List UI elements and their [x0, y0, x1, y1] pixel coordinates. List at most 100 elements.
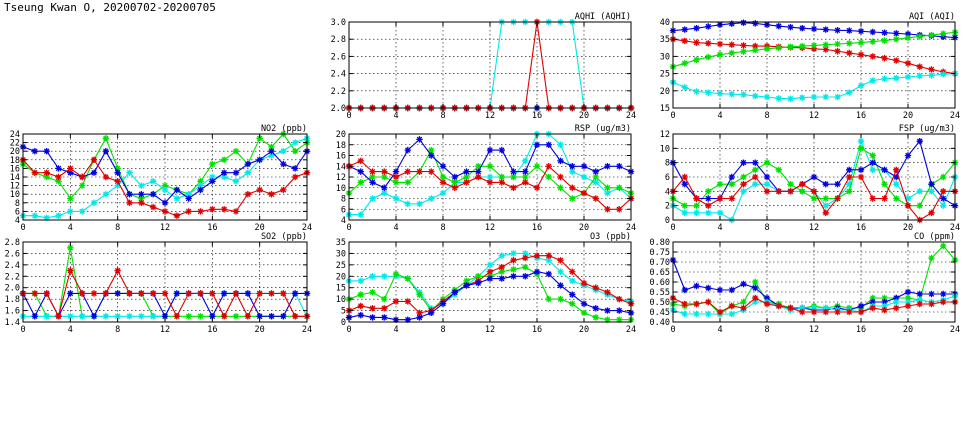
data-point-blue	[161, 199, 169, 206]
data-point-blue	[31, 313, 39, 320]
data-point-blue	[67, 290, 74, 297]
data-point-cyan	[197, 182, 204, 189]
data-point-blue	[256, 156, 263, 163]
data-point-red	[904, 60, 912, 67]
data-point-green	[256, 135, 263, 142]
data-point-red	[580, 279, 588, 287]
data-point-cyan	[940, 71, 947, 78]
data-point-blue	[616, 307, 623, 314]
chart-aqi: 0 4 8 12 16 20 24 15 20 25 30 35 40 AQI (AQI)	[660, 12, 960, 121]
data-point-green	[232, 148, 240, 155]
data-point-red	[114, 178, 121, 185]
data-point-red	[451, 184, 458, 191]
y-tick-label: 0.45	[650, 308, 670, 318]
data-point-blue	[220, 290, 228, 297]
data-point-blue	[545, 270, 552, 278]
chart-co: 0 4 8 12 16 20 240.400.450.500.550.600.650.700…	[650, 232, 961, 335]
data-point-green	[616, 316, 623, 323]
data-point-red	[616, 206, 623, 213]
data-point-cyan	[716, 90, 724, 97]
x-tick-label: 24	[302, 223, 312, 233]
data-point-blue	[428, 309, 435, 317]
data-point-blue	[705, 23, 712, 30]
data-point-green	[557, 184, 564, 191]
data-point-cyan	[510, 250, 517, 257]
data-point-red	[799, 180, 806, 188]
data-point-green	[869, 152, 876, 159]
data-point-cyan	[43, 214, 50, 222]
chart-title: FSP (ug/m3)	[899, 124, 955, 134]
data-point-cyan	[185, 191, 192, 198]
y-tick-label: 2.2	[331, 87, 346, 97]
data-point-cyan	[126, 313, 133, 320]
data-point-green	[940, 242, 947, 250]
data-point-blue	[569, 291, 576, 298]
data-point-blue	[881, 29, 888, 36]
data-point-red	[569, 268, 576, 275]
data-point-green	[928, 31, 935, 39]
data-point-blue	[693, 282, 700, 290]
data-point-blue	[716, 286, 724, 294]
data-point-red	[138, 199, 145, 206]
x-tick-label: 8	[764, 325, 769, 335]
data-point-blue	[463, 168, 470, 175]
data-point-blue	[616, 163, 623, 170]
data-point-green	[681, 202, 688, 209]
x-tick-label: 20	[255, 223, 265, 233]
data-point-red	[439, 179, 447, 186]
data-point-green	[810, 195, 818, 202]
data-point-red	[510, 257, 517, 264]
series-line-cyan	[672, 139, 956, 221]
data-point-blue	[799, 24, 806, 32]
data-point-blue	[681, 26, 688, 33]
y-tick-label: 25	[660, 70, 670, 80]
data-point-blue	[404, 146, 411, 154]
x-tick-label: 8	[115, 325, 120, 335]
y-tick-label: 0.40	[650, 318, 670, 328]
data-point-red	[149, 290, 157, 297]
data-point-red	[604, 206, 611, 213]
data-point-cyan	[693, 88, 700, 95]
data-point-cyan	[834, 93, 841, 101]
data-point-cyan	[416, 200, 423, 208]
series-line-blue	[22, 292, 307, 318]
x-tick-label: 16	[207, 223, 217, 233]
data-point-green	[498, 173, 505, 181]
data-point-red	[533, 252, 541, 259]
data-point-cyan	[268, 152, 275, 159]
data-point-green	[616, 184, 623, 191]
data-point-red	[161, 208, 169, 215]
data-point-cyan	[357, 277, 364, 285]
x-tick-label: 4	[393, 223, 398, 233]
data-point-blue	[740, 280, 747, 288]
data-point-green	[763, 159, 771, 166]
data-point-green	[592, 314, 599, 321]
data-point-red	[580, 189, 588, 197]
data-point-cyan	[857, 82, 865, 89]
data-point-red	[834, 308, 841, 316]
data-point-green	[197, 313, 204, 320]
x-tick-label: 0	[670, 325, 675, 335]
data-point-red	[369, 168, 376, 175]
data-point-green	[510, 266, 517, 273]
data-point-blue	[126, 191, 133, 198]
data-point-red	[67, 267, 74, 274]
data-point-cyan	[404, 200, 411, 208]
data-point-red	[291, 313, 299, 320]
data-point-cyan	[716, 209, 724, 217]
data-point-blue	[522, 273, 529, 280]
y-tick-label: 2.2	[5, 272, 20, 282]
x-tick-label: 4	[717, 325, 722, 335]
x-tick-label: 24	[950, 223, 960, 233]
data-point-green	[381, 173, 388, 181]
data-point-red	[869, 53, 876, 60]
data-point-blue	[256, 313, 263, 320]
data-point-blue	[31, 148, 39, 155]
data-point-red	[557, 257, 564, 264]
data-point-blue	[280, 160, 287, 168]
data-point-green	[67, 244, 74, 251]
y-tick-label: 20	[336, 272, 346, 282]
data-point-green	[357, 179, 364, 186]
data-point-green	[416, 291, 423, 298]
data-point-cyan	[752, 298, 759, 306]
